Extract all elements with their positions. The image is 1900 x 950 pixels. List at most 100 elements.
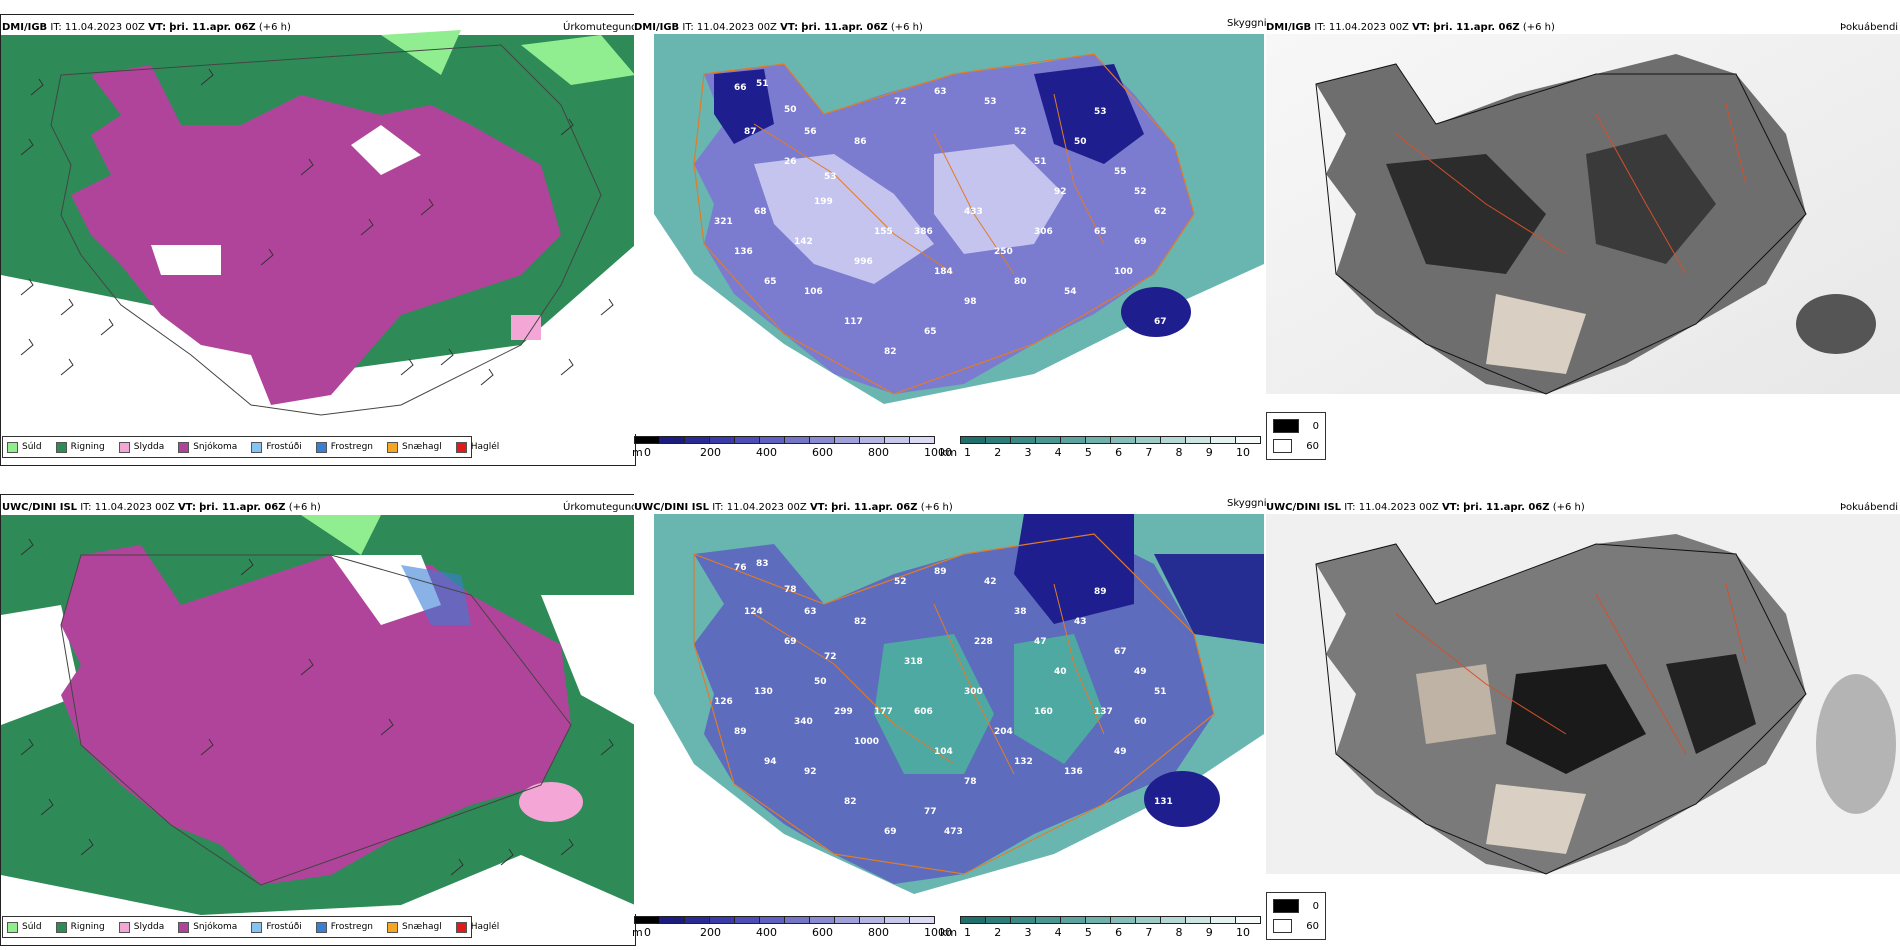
- fog-swatch-light: [1273, 439, 1293, 453]
- colorbar-segment: [1086, 916, 1111, 924]
- legend-label: Rigning: [70, 922, 105, 932]
- colorbar-segment: [986, 916, 1011, 924]
- visibility-value-label: 78: [964, 777, 977, 787]
- legend-item: Súld: [7, 921, 42, 933]
- legend-item: Haglél: [455, 441, 500, 453]
- visibility-value-label: 51: [756, 79, 769, 89]
- legend-swatch: [251, 441, 263, 453]
- visibility-value-label: 473: [944, 827, 963, 837]
- colorbar-segment: [860, 436, 885, 444]
- colorbar-segment: [1236, 436, 1261, 444]
- visibility-value-label: 82: [854, 617, 867, 627]
- colorbar-tick-label: 2: [994, 446, 1002, 459]
- visibility-value-label: 67: [1154, 317, 1167, 327]
- colorbar-segment: [1136, 916, 1161, 924]
- colorbar-tick-label: 4: [1054, 446, 1062, 459]
- legend-swatch: [251, 921, 263, 933]
- colorbar-tick-label: 9: [1205, 926, 1213, 939]
- visibility-value-label: 66: [734, 83, 747, 93]
- visibility-value-label: 62: [1154, 207, 1167, 217]
- visibility-value-label: 56: [804, 127, 817, 137]
- visibility-value-label: 92: [804, 767, 817, 777]
- visibility-value-label: 65: [764, 277, 777, 287]
- legend-item: Frostúði: [251, 921, 302, 933]
- colorbar-segment: [660, 916, 685, 924]
- colorbar-segment: [1111, 916, 1136, 924]
- visibility-value-label: 50: [1074, 137, 1087, 147]
- precip-type-map-panel-1: [0, 14, 636, 466]
- visibility-value-label: 49: [1134, 667, 1147, 677]
- legend-swatch: [7, 921, 18, 933]
- visibility-value-label: 76: [734, 563, 747, 573]
- visibility-value-label: 89: [1094, 587, 1107, 597]
- visibility-value-label: 318: [904, 657, 923, 667]
- visibility-value-label: 47: [1034, 637, 1047, 647]
- legend-label: Haglél: [470, 442, 500, 452]
- colorbar-segment: [1111, 436, 1136, 444]
- legend-swatch: [387, 921, 399, 933]
- visibility-value-label: 82: [844, 797, 857, 807]
- fog-swatch-dark: [1273, 899, 1299, 913]
- colorbar-meters-2: [634, 916, 936, 924]
- colorbar-tick-label: 5: [1084, 446, 1092, 459]
- visibility-value-label: 155: [874, 227, 893, 237]
- visibility-value-label: 60: [1134, 717, 1147, 727]
- legend-swatch: [455, 441, 467, 453]
- colorbar-tick-label: 10: [1236, 926, 1250, 939]
- colorbar-segment: [1011, 916, 1036, 924]
- visibility-value-label: 340: [794, 717, 813, 727]
- legend-swatch: [55, 921, 67, 933]
- legend-label: Snjókoma: [193, 442, 238, 452]
- colorbar-segment: [710, 916, 735, 924]
- visibility-value-label: 52: [1134, 187, 1147, 197]
- colorbar-tick-label: 200: [700, 446, 721, 459]
- fog-legend-row: 60: [1273, 439, 1319, 453]
- visibility-value-label: 124: [744, 607, 763, 617]
- colorbar-segment: [835, 436, 860, 444]
- visibility-value-label: 199: [814, 197, 833, 207]
- panel-header-1-1: DMI/IGB IT: 11.04.2023 00Z VT: þri. 11.a…: [2, 22, 291, 33]
- fog-legend-row: 60: [1273, 919, 1319, 933]
- colorbar-segment: [810, 436, 835, 444]
- precip-type-map-2: [1, 495, 635, 945]
- colorbar-segment: [1036, 436, 1061, 444]
- colorbar-segment: [1236, 916, 1261, 924]
- colorbar-segment: [1061, 916, 1086, 924]
- visibility-value-label: 72: [894, 97, 907, 107]
- visibility-value-label: 606: [914, 707, 933, 717]
- legend-swatch: [315, 441, 327, 453]
- visibility-value-label: 104: [934, 747, 953, 757]
- colorbar-segment: [1036, 916, 1061, 924]
- legend-item: Rigning: [55, 921, 105, 933]
- visibility-value-label: 89: [934, 567, 947, 577]
- legend-label: Súld: [22, 922, 42, 932]
- visibility-value-labels-1: 66 51 50 56 26 87 53 68 199 86 72 63 53 52 51 92 50 53 55 5…: [714, 79, 1167, 357]
- legend-swatch: [178, 441, 190, 453]
- fog-legend-label: 0: [1312, 420, 1319, 432]
- fog-legend-1: 0 60: [1266, 412, 1326, 460]
- colorbar-tick-label: 600: [812, 926, 833, 939]
- visibility-value-label: 228: [974, 637, 993, 647]
- visibility-value-label: 131: [1154, 797, 1173, 807]
- colorbar-unit-m: m: [632, 446, 643, 459]
- panel-title-1-3: Þokuábendi: [1840, 22, 1899, 33]
- visibility-value-label: 321: [714, 217, 733, 227]
- visibility-value-label: 82: [884, 347, 897, 357]
- panel-header-1-2: DMI/IGB IT: 11.04.2023 00Z VT: þri. 11.a…: [634, 22, 923, 33]
- colorbar-meters-ticks-2: m 0 200 400 600 800 1000: [632, 926, 952, 940]
- fog-legend-row: 0: [1273, 899, 1319, 913]
- legend-label: Snæhagl: [402, 922, 442, 932]
- colorbar-tick-label: 0: [644, 926, 651, 939]
- visibility-value-label: 77: [924, 807, 937, 817]
- visibility-value-label: 63: [804, 607, 817, 617]
- fog-index-map-panel-1: [1266, 14, 1900, 434]
- colorbar-segment: [735, 916, 760, 924]
- visibility-value-label: 68: [754, 207, 767, 217]
- colorbar-segment: [961, 436, 986, 444]
- colorbar-tick-label: 6: [1115, 926, 1123, 939]
- panel-header-1-3: DMI/IGB IT: 11.04.2023 00Z VT: þri. 11.a…: [1266, 22, 1555, 33]
- legend-label: Rigning: [70, 442, 105, 452]
- colorbar-km-ticks-2: km 1 2 3 4 5 6 7 8 9 10: [940, 926, 1266, 940]
- legend-label: Snæhagl: [402, 442, 442, 452]
- visibility-value-label: 92: [1054, 187, 1067, 197]
